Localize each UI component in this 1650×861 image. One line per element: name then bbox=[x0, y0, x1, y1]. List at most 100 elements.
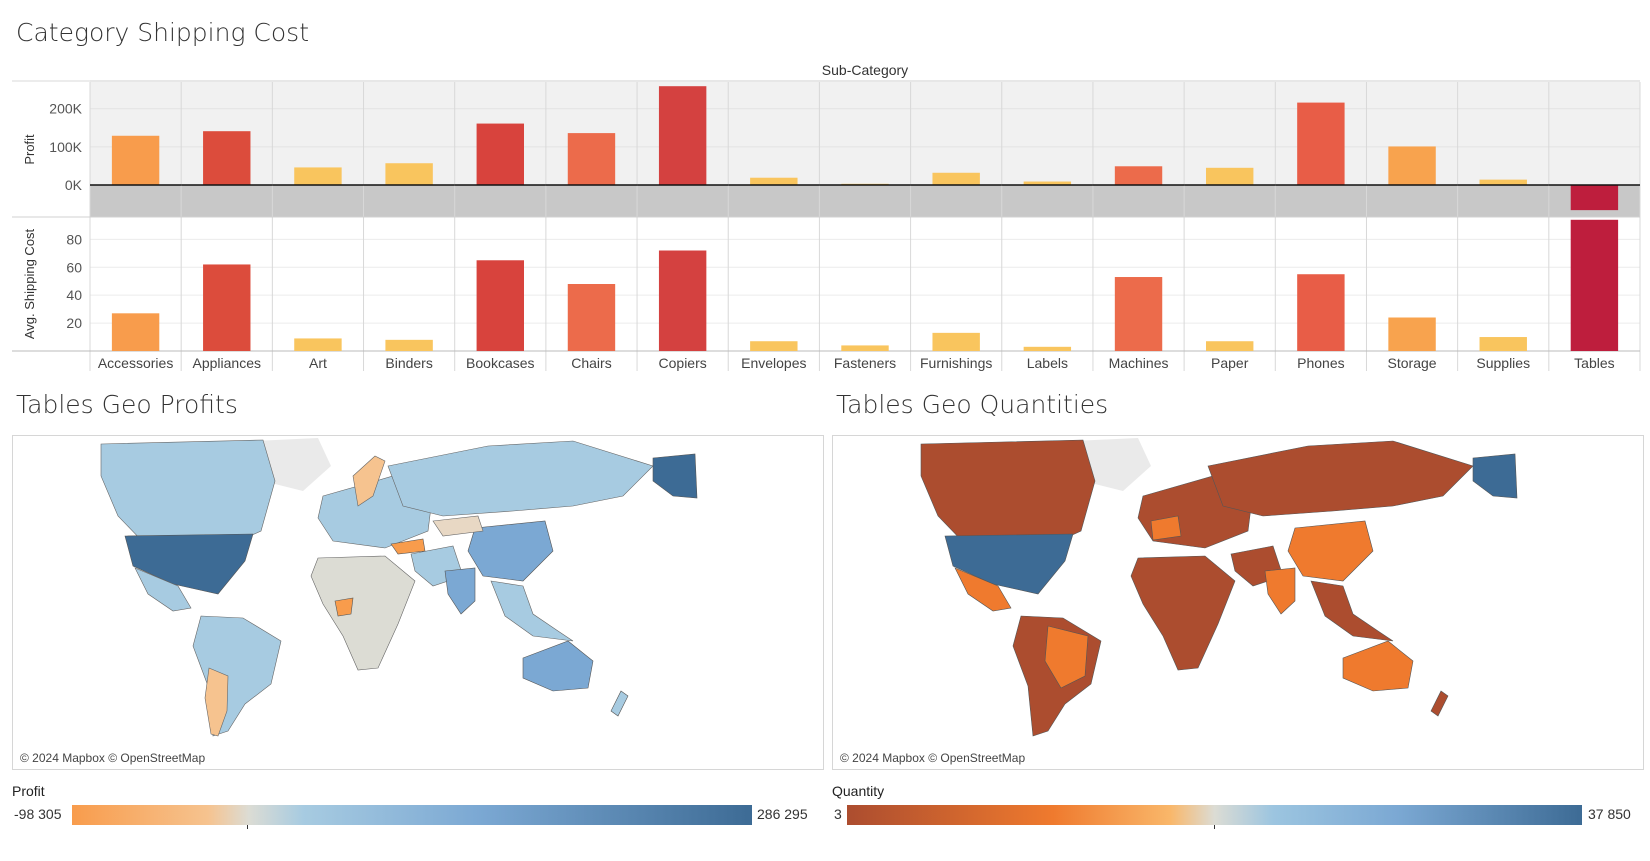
page-title: Category Shipping Cost bbox=[16, 18, 309, 47]
quantities-map-canvas bbox=[920, 438, 1518, 737]
map-land-russia[interactable] bbox=[1207, 440, 1474, 517]
shipping-bar-binders bbox=[385, 339, 433, 351]
profit-bar-storage bbox=[1388, 146, 1436, 185]
map-land-southeast-asia[interactable] bbox=[490, 580, 574, 642]
category-label-binders: Binders bbox=[385, 355, 432, 371]
map-land-alaska-east[interactable] bbox=[1472, 453, 1518, 499]
shipping-bar-fasteners bbox=[841, 345, 889, 351]
shipping-bar-accessories bbox=[111, 313, 160, 351]
geo-profits-title: Tables Geo Profits bbox=[16, 390, 238, 419]
shipping-bar-envelopes bbox=[750, 341, 798, 351]
shipping-bar-tables bbox=[1570, 219, 1619, 351]
profit-bar-accessories bbox=[111, 135, 160, 185]
category-label-supplies: Supplies bbox=[1476, 355, 1530, 371]
profits-map[interactable]: © 2024 Mapbox © OpenStreetMap bbox=[12, 435, 824, 770]
map-land-chile-argentina[interactable] bbox=[204, 667, 229, 737]
map-land-new-zealand[interactable] bbox=[1430, 690, 1449, 717]
profit-pane-positive bbox=[90, 82, 1640, 185]
map-land-scandinavia[interactable] bbox=[352, 455, 386, 507]
profit-legend-min: -98 305 bbox=[14, 806, 62, 822]
map-attribution: © 2024 Mapbox © OpenStreetMap bbox=[840, 751, 1026, 765]
profit-bar-supplies bbox=[1479, 179, 1527, 185]
profit-bar-appliances bbox=[203, 131, 251, 185]
map-land-turkey[interactable] bbox=[390, 538, 426, 555]
shipping-bar-bookcases bbox=[476, 260, 524, 351]
map-land-australia[interactable] bbox=[522, 640, 594, 692]
map-land-france-germany[interactable] bbox=[1150, 515, 1182, 541]
profit-axis-title: Profit bbox=[22, 134, 37, 165]
shipping-bar-supplies bbox=[1479, 337, 1527, 351]
map-land-china[interactable] bbox=[467, 520, 554, 582]
map-land-alaska-east[interactable] bbox=[652, 453, 698, 499]
category-label-copiers: Copiers bbox=[659, 355, 707, 371]
map-land-china[interactable] bbox=[1287, 520, 1374, 582]
sub-category-header: Sub-Category bbox=[822, 62, 908, 78]
category-label-labels: Labels bbox=[1027, 355, 1068, 371]
profit-bar-machines bbox=[1114, 166, 1163, 185]
map-land-australia[interactable] bbox=[1342, 640, 1414, 692]
profit-tick-label: 100K bbox=[49, 139, 82, 155]
profit-bar-phones bbox=[1297, 102, 1345, 185]
category-label-chairs: Chairs bbox=[571, 355, 611, 371]
map-land-usa[interactable] bbox=[124, 533, 254, 595]
profit-bar-tables bbox=[1570, 184, 1619, 211]
map-land-mongolia[interactable] bbox=[432, 515, 484, 537]
category-label-art: Art bbox=[309, 355, 327, 371]
shipping-bar-furnishings bbox=[932, 332, 980, 351]
map-land-africa[interactable] bbox=[1130, 555, 1236, 671]
map-land-nigeria[interactable] bbox=[334, 597, 354, 617]
shipping-tick-label: 40 bbox=[66, 287, 82, 303]
quantity-legend-title: Quantity bbox=[832, 783, 885, 799]
map-land-new-zealand[interactable] bbox=[610, 690, 629, 717]
shipping-bar-appliances bbox=[203, 264, 251, 351]
category-label-appliances: Appliances bbox=[193, 355, 262, 371]
map-land-india[interactable] bbox=[444, 567, 476, 615]
category-label-phones: Phones bbox=[1297, 355, 1344, 371]
shipping-bar-art bbox=[294, 338, 342, 351]
shipping-cost-chart: Sub-Category 200K 100K 0K 80 60 40 20 Profit Avg.… bbox=[12, 62, 1641, 371]
category-label-bookcases: Bookcases bbox=[466, 355, 534, 371]
category-label-furnishings: Furnishings bbox=[920, 355, 992, 371]
profit-pane-negative bbox=[90, 184, 1640, 217]
map-land-mexico[interactable] bbox=[954, 567, 1012, 612]
quantity-legend-mid-tick bbox=[1214, 825, 1215, 829]
map-land-africa[interactable] bbox=[310, 555, 416, 671]
shipping-tick-label: 20 bbox=[66, 315, 82, 331]
map-land-north-america[interactable] bbox=[920, 439, 1096, 547]
profit-tick-label: 0K bbox=[65, 177, 83, 193]
profit-legend-title: Profit bbox=[12, 783, 45, 799]
category-label-envelopes: Envelopes bbox=[741, 355, 806, 371]
profit-bar-copiers bbox=[658, 86, 707, 185]
category-label-fasteners: Fasteners bbox=[834, 355, 896, 371]
map-land-india[interactable] bbox=[1264, 567, 1296, 615]
quantity-legend-bar bbox=[847, 805, 1582, 825]
shipping-bar-chairs bbox=[567, 284, 616, 351]
map-land-russia[interactable] bbox=[387, 440, 654, 517]
shipping-bar-copiers bbox=[658, 250, 707, 351]
profit-legend-bar bbox=[72, 805, 752, 825]
shipping-bar-storage bbox=[1388, 317, 1436, 351]
map-land-mexico[interactable] bbox=[134, 567, 192, 612]
shipping-tick-label: 60 bbox=[66, 259, 82, 275]
map-land-south-america[interactable] bbox=[192, 615, 282, 737]
profit-bar-envelopes bbox=[750, 177, 798, 185]
profit-legend-zero-tick bbox=[247, 825, 248, 829]
map-land-usa[interactable] bbox=[944, 533, 1074, 595]
quantity-legend-max: 37 850 bbox=[1588, 806, 1631, 822]
profits-map-canvas bbox=[100, 438, 698, 737]
quantity-legend-min: 3 bbox=[834, 806, 842, 822]
category-label-storage: Storage bbox=[1388, 355, 1437, 371]
profit-bar-binders bbox=[385, 163, 433, 185]
map-land-brazil[interactable] bbox=[1044, 625, 1089, 689]
quantities-map[interactable]: © 2024 Mapbox © OpenStreetMap bbox=[832, 435, 1644, 770]
map-land-southeast-asia[interactable] bbox=[1310, 580, 1394, 642]
profit-bar-paper bbox=[1206, 167, 1254, 185]
profit-bar-chairs bbox=[567, 133, 616, 185]
map-land-north-america[interactable] bbox=[100, 439, 276, 547]
shipping-bar-phones bbox=[1297, 274, 1345, 351]
category-label-accessories: Accessories bbox=[98, 355, 173, 371]
profit-bar-art bbox=[294, 167, 342, 185]
profit-bar-furnishings bbox=[932, 172, 980, 185]
shipping-axis-title: Avg. Shipping Cost bbox=[22, 228, 37, 339]
shipping-bar-labels bbox=[1023, 346, 1072, 351]
